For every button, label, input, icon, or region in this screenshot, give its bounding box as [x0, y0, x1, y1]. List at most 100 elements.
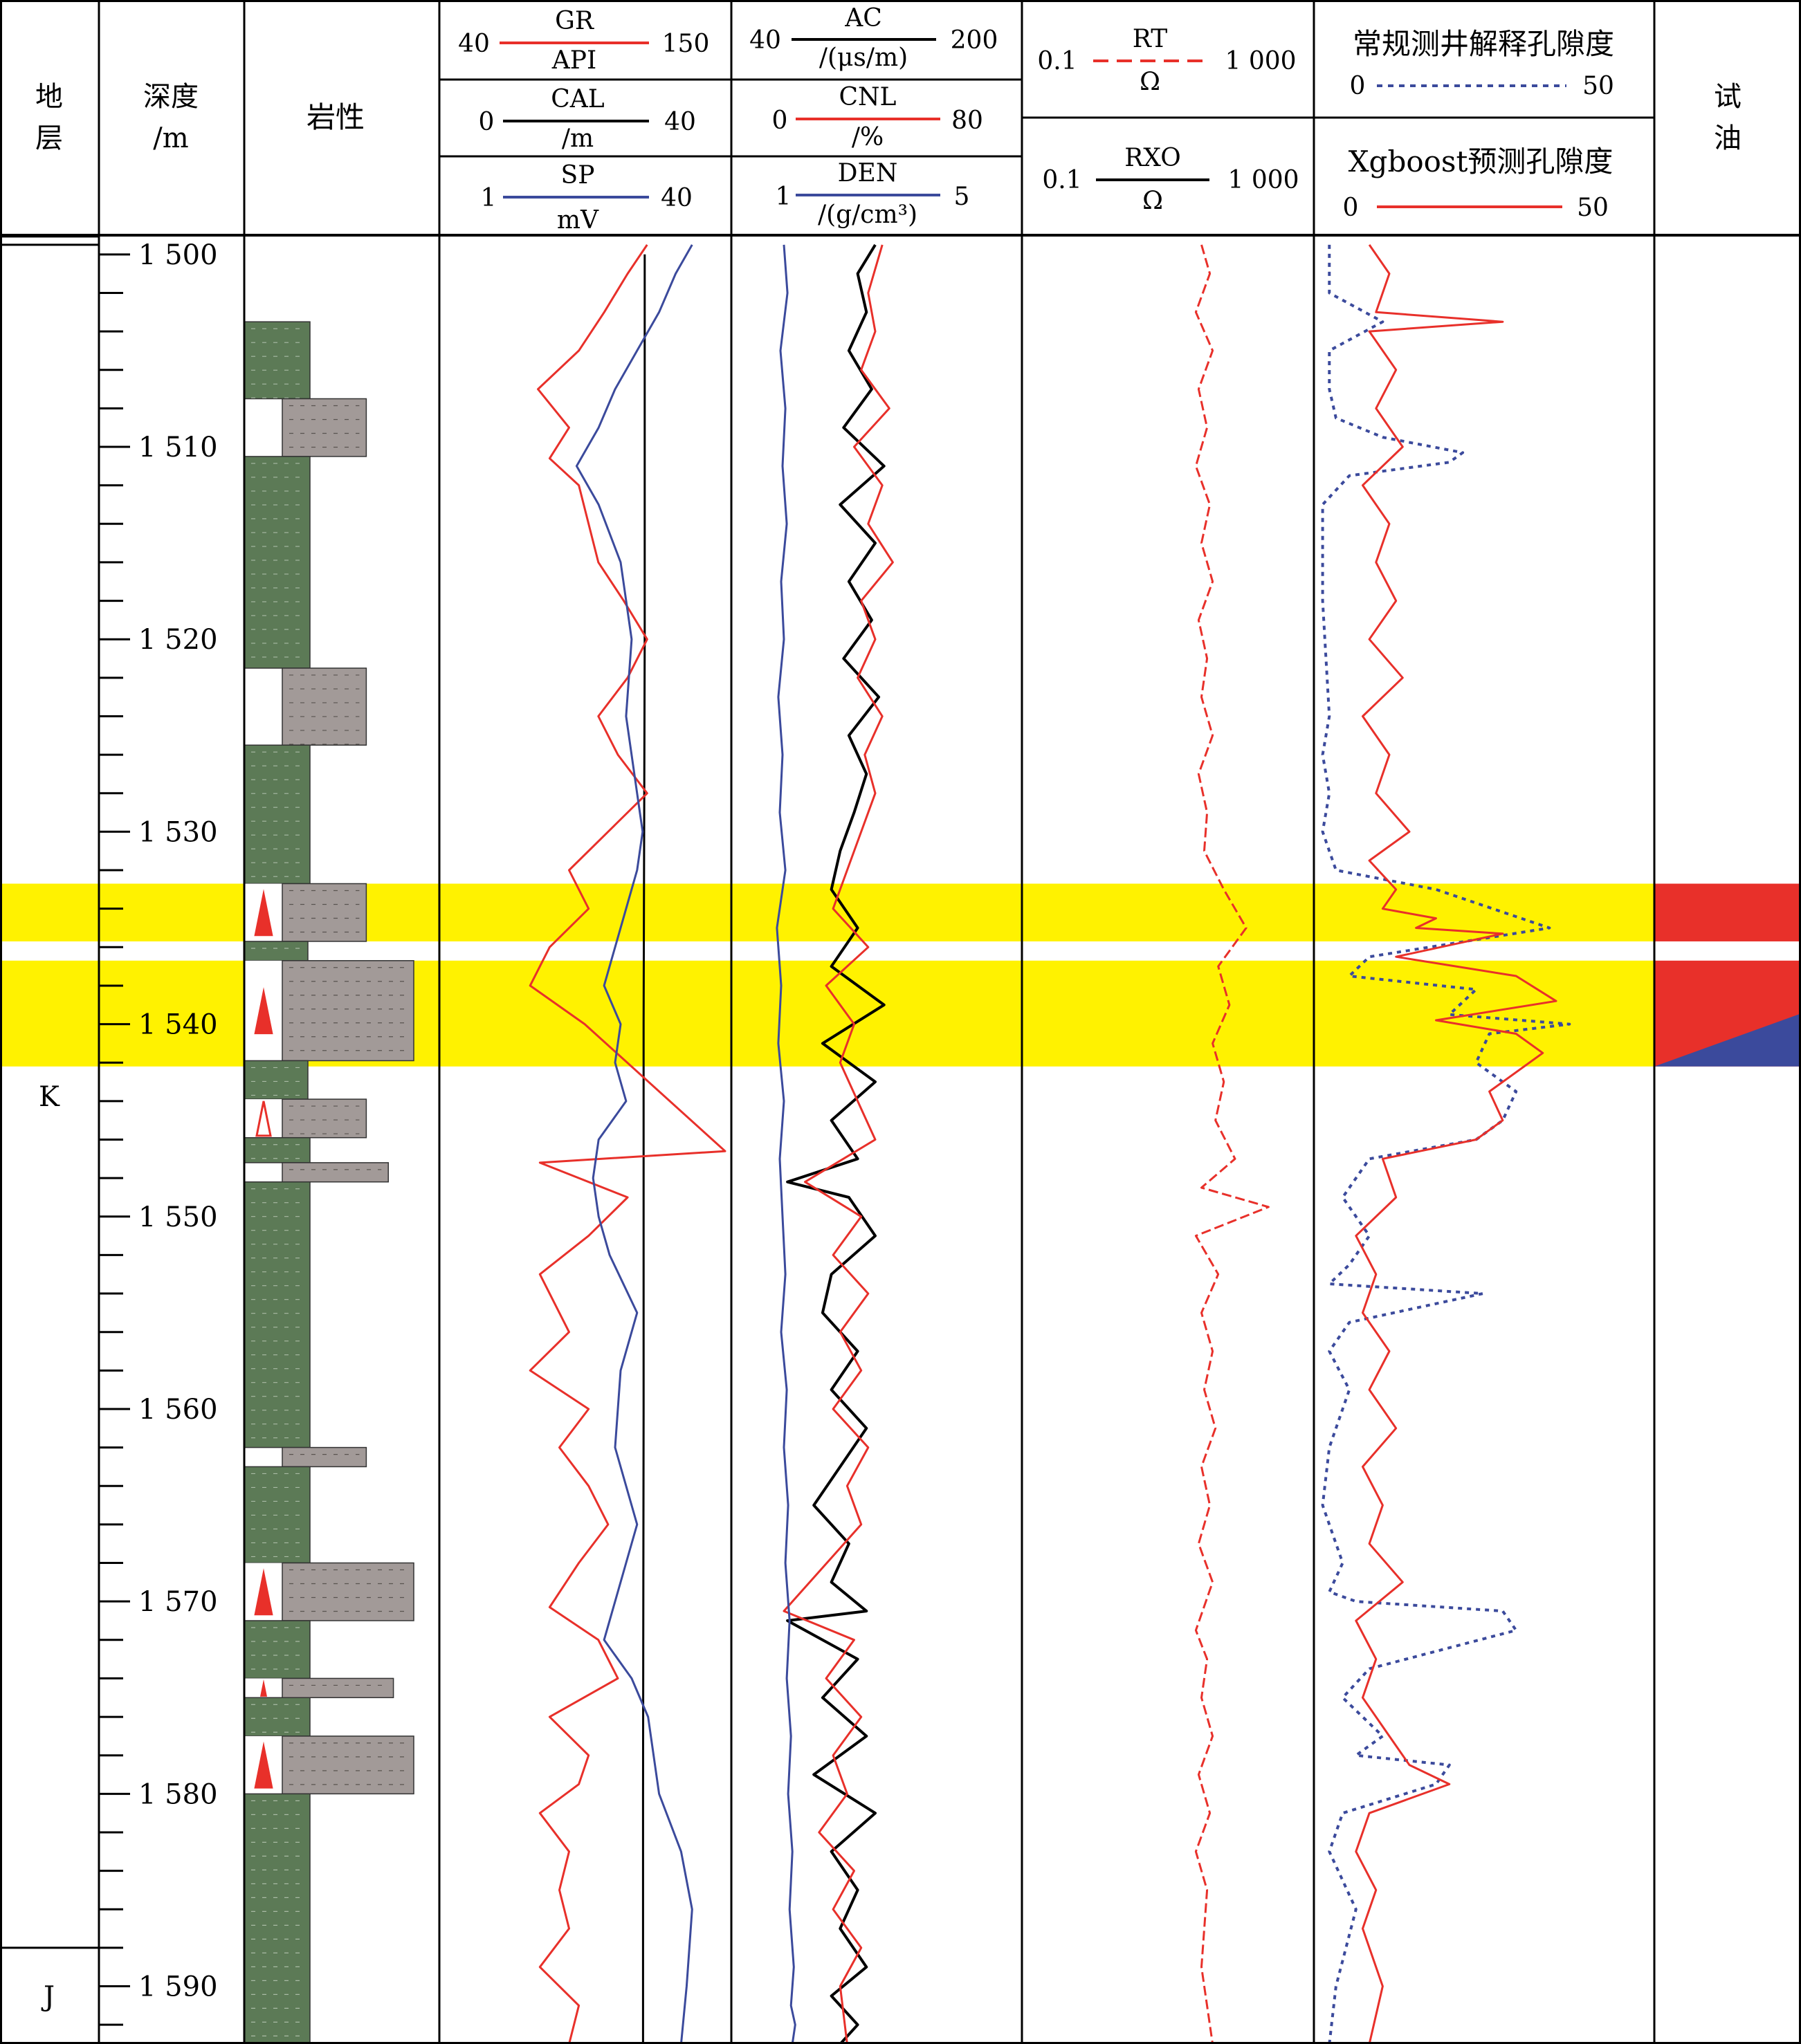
- header-lithology: 岩性: [307, 100, 365, 134]
- lithology-layer: [244, 321, 414, 2044]
- cal-name: CAL: [551, 85, 605, 113]
- lith-bed-11: [282, 1162, 389, 1183]
- ac-unit: /(μs/m): [819, 44, 908, 72]
- cal-max: 40: [664, 108, 696, 136]
- header-depth: 深度 /m: [143, 81, 199, 154]
- lith-bed-7: [282, 960, 414, 1062]
- depth-label-4: 1 540: [138, 1009, 218, 1041]
- porosity-conv-min: 0: [1350, 72, 1366, 100]
- lith-bed-16: [244, 1620, 311, 1679]
- lith-bed-2: [244, 456, 311, 669]
- lith-bed-17: [282, 1677, 394, 1699]
- cal-unit: /m: [562, 125, 594, 153]
- oil-show-icon: [254, 889, 273, 937]
- curve-0: [641, 254, 646, 2044]
- den-max: 5: [954, 183, 970, 211]
- lith-bed-18: [244, 1697, 311, 1737]
- header-depth-line2: /m: [153, 122, 188, 154]
- cnl-max: 80: [951, 107, 983, 135]
- ac-name: AC: [844, 4, 882, 33]
- depth-label-2: 1 520: [138, 624, 218, 656]
- oil-show-icon: [254, 1568, 273, 1616]
- rt-name: RT: [1133, 25, 1167, 53]
- rxo-unit: Ω: [1142, 187, 1163, 215]
- lith-bed-9: [282, 1098, 367, 1139]
- lith-bed-0: [244, 321, 311, 400]
- porosity-xgb-title: Xgboost预测孔隙度: [1349, 145, 1613, 178]
- depth-label-6: 1 560: [138, 1394, 218, 1426]
- sp-unit: mV: [557, 206, 599, 234]
- gr-name: GR: [555, 7, 594, 35]
- header-porosity-xgb: Xgboost预测孔隙度 0 50: [1343, 145, 1613, 222]
- lith-bed-13: [282, 1446, 367, 1468]
- rt-max: 1 000: [1225, 47, 1296, 75]
- depth-label-1: 1 510: [138, 432, 218, 463]
- depth-label-3: 1 530: [138, 816, 218, 848]
- oil-test-0: [1654, 883, 1801, 941]
- header-stratum: 地 层: [35, 81, 63, 154]
- header-rt: 0.1 RT Ω 1 000: [1037, 25, 1296, 96]
- header-sp: 1 SP mV 40: [481, 161, 693, 234]
- header-test-line2: 油: [1714, 122, 1741, 154]
- rt-min: 0.1: [1037, 47, 1077, 75]
- sp-max: 40: [661, 184, 693, 212]
- gr-unit: API: [551, 46, 596, 75]
- cnl-unit: /%: [852, 123, 884, 151]
- curve-5: [776, 244, 796, 2044]
- depth-label-7: 1 570: [138, 1586, 218, 1618]
- header-test-line1: 试: [1714, 81, 1741, 113]
- ac-min: 40: [749, 26, 781, 55]
- rxo-max: 1 000: [1227, 166, 1299, 194]
- rxo-name: RXO: [1124, 144, 1181, 172]
- curve-3: [786, 243, 886, 2044]
- lith-bed-12: [244, 1181, 311, 1448]
- depth-label-9: 1 590: [138, 1971, 218, 2003]
- curve-7: [1321, 244, 1571, 2044]
- cnl-name: CNL: [839, 83, 897, 111]
- rt-unit: Ω: [1140, 68, 1160, 96]
- gr-max: 150: [662, 30, 710, 58]
- cal-min: 0: [479, 108, 495, 136]
- header-stratum-line2: 层: [35, 122, 63, 154]
- cnl-min: 0: [772, 107, 788, 135]
- oil-show-icon: [254, 1741, 273, 1789]
- lith-bed-19: [282, 1735, 414, 1795]
- lith-bed-15: [282, 1562, 414, 1621]
- curve-2: [575, 244, 693, 2044]
- den-min: 1: [776, 183, 792, 211]
- curve-4: [783, 244, 894, 2044]
- den-unit: /(g/cm³): [818, 201, 917, 229]
- lith-bed-1: [282, 398, 367, 457]
- header-depth-line1: 深度: [143, 81, 199, 113]
- header-cal: 0 CAL /m 40: [479, 85, 696, 153]
- oil-show-hollow-icon: [255, 1101, 272, 1137]
- header-stratum-line1: 地: [35, 81, 63, 113]
- gr-min: 40: [458, 30, 490, 58]
- header-den: 1 DEN /(g/cm³) 5: [776, 159, 970, 229]
- header-cnl: 0 CNL /% 80: [772, 83, 983, 151]
- header-gr: 40 GR API 150: [458, 7, 709, 75]
- lith-bed-5: [282, 883, 367, 942]
- depth-label-0: 1 500: [138, 239, 218, 271]
- strata-label-1: J: [41, 1980, 55, 2012]
- curve-1: [529, 244, 726, 2044]
- porosity-xgb-min: 0: [1343, 194, 1359, 222]
- porosity-conv-max: 50: [1582, 72, 1614, 100]
- sp-name: SP: [561, 161, 595, 190]
- lith-bed-4: [244, 744, 311, 885]
- oil-show-icon: [254, 987, 273, 1035]
- strata-label-0: K: [39, 1081, 60, 1113]
- sp-min: 1: [481, 184, 497, 212]
- rxo-min: 0.1: [1042, 166, 1081, 194]
- header-porosity-conv: 常规测井解释孔隙度 0 50: [1350, 27, 1614, 100]
- den-name: DEN: [838, 159, 898, 187]
- header-test: 试 油: [1714, 81, 1741, 154]
- depth-label-5: 1 550: [138, 1201, 218, 1233]
- lith-bed-10: [244, 1136, 311, 1163]
- porosity-conv-title: 常规测井解释孔隙度: [1353, 27, 1614, 61]
- lith-bed-6: [244, 941, 309, 961]
- curves-layer: [529, 243, 1571, 2044]
